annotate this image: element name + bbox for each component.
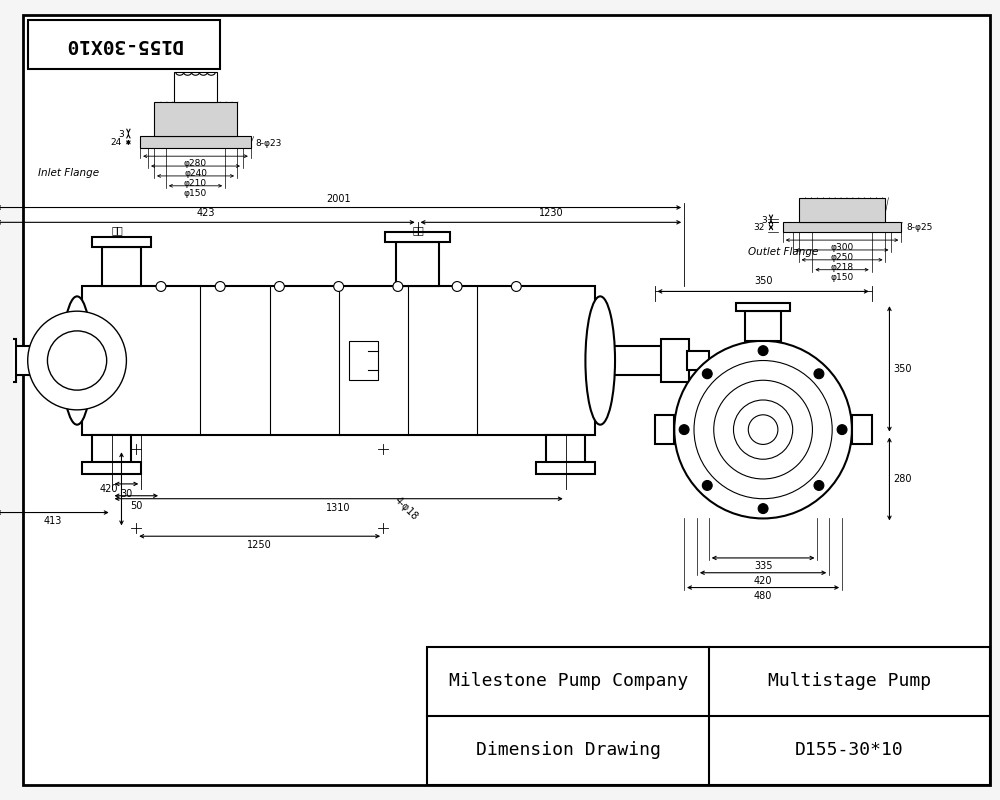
Bar <box>0 338 16 382</box>
Circle shape <box>679 425 689 434</box>
Bar <box>82 462 141 474</box>
Bar <box>745 311 781 341</box>
Circle shape <box>393 282 403 291</box>
Circle shape <box>215 282 225 291</box>
Text: 8-φ25: 8-φ25 <box>906 222 933 232</box>
Text: 1230: 1230 <box>539 208 563 218</box>
Circle shape <box>733 400 793 459</box>
Text: 350: 350 <box>754 277 772 286</box>
Text: 480: 480 <box>754 590 772 601</box>
Text: D155-30*10: D155-30*10 <box>795 742 904 759</box>
Text: Dimension Drawing: Dimension Drawing <box>476 742 661 759</box>
Text: φ300: φ300 <box>830 243 854 252</box>
Bar <box>140 137 251 148</box>
Circle shape <box>156 282 166 291</box>
Bar <box>536 462 595 474</box>
Bar <box>427 646 990 785</box>
Bar <box>385 232 450 242</box>
Text: 3: 3 <box>119 130 124 139</box>
Bar <box>28 20 220 70</box>
Text: φ150: φ150 <box>830 273 854 282</box>
Bar <box>687 350 709 370</box>
Bar <box>396 242 439 286</box>
Text: Outlet Flange: Outlet Flange <box>748 247 819 257</box>
Text: φ218: φ218 <box>831 262 854 272</box>
Circle shape <box>511 282 521 291</box>
Text: Milestone Pump Company: Milestone Pump Company <box>449 672 688 690</box>
Text: 32: 32 <box>753 222 765 232</box>
Text: φ280: φ280 <box>184 159 207 168</box>
Bar <box>546 434 585 464</box>
Ellipse shape <box>62 296 92 425</box>
Text: 280: 280 <box>893 474 912 484</box>
Text: 1310: 1310 <box>326 502 351 513</box>
Circle shape <box>837 425 847 434</box>
Text: φ150: φ150 <box>184 189 207 198</box>
Text: Multistage Pump: Multistage Pump <box>768 672 931 690</box>
Bar <box>736 303 790 311</box>
Text: D155-30X10: D155-30X10 <box>65 35 182 54</box>
Bar <box>13 346 77 375</box>
Bar <box>102 247 141 286</box>
Bar <box>92 237 151 247</box>
Text: 3: 3 <box>761 216 767 226</box>
Text: 1250: 1250 <box>247 540 272 550</box>
Bar <box>783 222 901 232</box>
Circle shape <box>758 504 768 514</box>
Bar <box>852 415 872 445</box>
Text: 30: 30 <box>120 489 133 499</box>
Circle shape <box>694 361 832 498</box>
Text: 出口: 出口 <box>413 225 424 235</box>
Text: 335: 335 <box>754 561 772 571</box>
Bar <box>349 341 378 380</box>
Circle shape <box>452 282 462 291</box>
Circle shape <box>758 346 768 355</box>
Text: φ210: φ210 <box>184 179 207 188</box>
Text: 4-φ18: 4-φ18 <box>393 495 420 522</box>
Circle shape <box>714 380 812 479</box>
Bar <box>661 338 689 382</box>
Circle shape <box>28 311 126 410</box>
Bar <box>598 346 662 375</box>
Circle shape <box>674 341 852 518</box>
Bar <box>92 434 131 464</box>
Text: 24: 24 <box>111 138 122 147</box>
Circle shape <box>334 282 344 291</box>
Bar <box>154 102 237 137</box>
Text: 8-φ23: 8-φ23 <box>256 139 282 148</box>
Text: 413: 413 <box>43 517 62 526</box>
Text: 进口: 进口 <box>112 225 123 235</box>
Text: 50: 50 <box>130 501 142 510</box>
Circle shape <box>814 369 824 378</box>
Text: 420: 420 <box>100 484 118 494</box>
Bar <box>799 198 885 222</box>
Text: φ240: φ240 <box>184 169 207 178</box>
Circle shape <box>702 481 712 490</box>
Text: 420: 420 <box>754 576 772 586</box>
Text: 423: 423 <box>196 208 215 218</box>
Circle shape <box>274 282 284 291</box>
Text: 2001: 2001 <box>326 194 351 203</box>
Bar <box>174 72 217 102</box>
Text: φ250: φ250 <box>831 253 854 262</box>
Bar <box>655 415 674 445</box>
Text: 350: 350 <box>893 364 912 374</box>
Text: Inlet Flange: Inlet Flange <box>38 168 99 178</box>
Circle shape <box>702 369 712 378</box>
Circle shape <box>814 481 824 490</box>
Circle shape <box>748 415 778 445</box>
Circle shape <box>47 331 107 390</box>
Bar <box>82 286 595 434</box>
Ellipse shape <box>585 296 615 425</box>
